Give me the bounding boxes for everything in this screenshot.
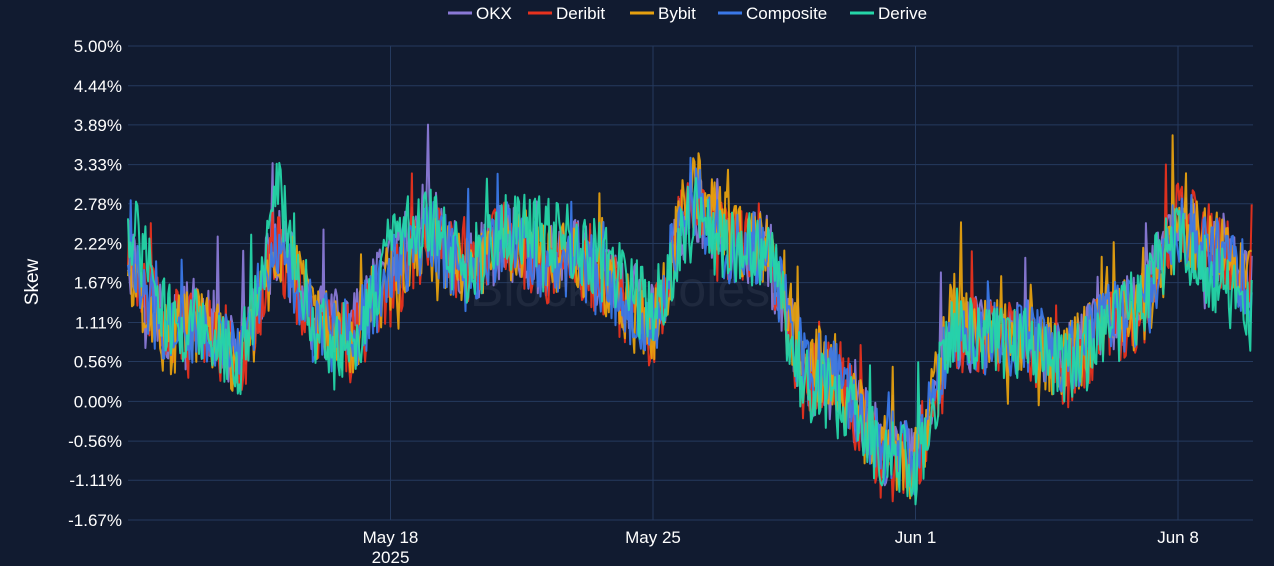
y-tick-label: -1.11% xyxy=(69,471,122,490)
legend-item: OKX xyxy=(448,4,512,23)
legend-label: Derive xyxy=(878,4,927,23)
legend-label: Bybit xyxy=(658,4,696,23)
y-tick-label: 3.89% xyxy=(74,116,122,135)
y-axis-ticks: 5.00% 4.44% 3.89% 3.33% 2.78% 2.22% 1.67% 1.11%… xyxy=(68,37,122,530)
y-tick-label: 1.67% xyxy=(74,274,122,293)
legend-item: Deribit xyxy=(528,4,605,23)
series-layer xyxy=(127,123,1253,506)
x-tick-label: Jun 1 xyxy=(895,528,937,547)
y-tick-label: 0.56% xyxy=(74,353,122,372)
legend-item: Derive xyxy=(850,4,927,23)
y-axis-title: Skew xyxy=(22,258,43,305)
legend-item: Bybit xyxy=(630,4,696,23)
legend-label: Deribit xyxy=(556,4,605,23)
x-tick-sublabel: 2025 xyxy=(372,548,410,566)
legend-label: OKX xyxy=(476,4,512,23)
y-tick-label: -0.56% xyxy=(68,432,122,451)
y-tick-label: 3.33% xyxy=(74,156,122,175)
x-tick-label: May 25 xyxy=(625,528,681,547)
y-tick-label: 2.22% xyxy=(74,235,122,254)
legend-item: Composite xyxy=(718,4,827,23)
y-tick-label: -1.67% xyxy=(68,511,122,530)
y-tick-label: 4.44% xyxy=(74,77,122,96)
y-tick-label: 2.78% xyxy=(74,195,122,214)
x-tick-label: May 18 xyxy=(363,528,419,547)
legend: OKX Deribit Bybit Composite Derive xyxy=(448,4,927,23)
series-line-derive xyxy=(127,161,1253,506)
legend-label: Composite xyxy=(746,4,827,23)
y-tick-label: 1.11% xyxy=(75,313,122,332)
x-tick-label: Jun 8 xyxy=(1157,528,1199,547)
y-tick-label: 5.00% xyxy=(74,37,122,56)
y-tick-label: 0.00% xyxy=(74,392,122,411)
